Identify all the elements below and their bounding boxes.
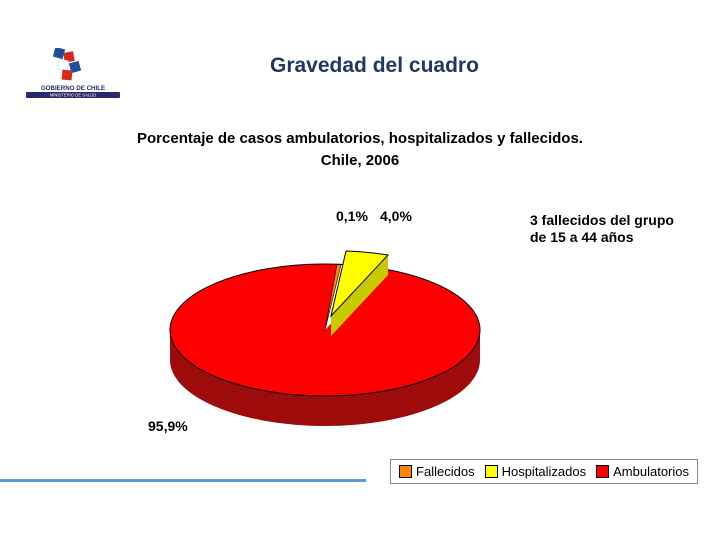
footer-divider xyxy=(0,479,366,482)
legend-label: Ambulatorios xyxy=(613,464,689,479)
chart-annotation: 3 fallecidos del grupo de 15 a 44 años xyxy=(530,212,674,246)
legend-item: Hospitalizados xyxy=(485,464,587,479)
legend-item: Fallecidos xyxy=(399,464,475,479)
annotation-line2: de 15 a 44 años xyxy=(530,229,634,245)
legend-swatch xyxy=(596,465,609,478)
chart-legend: Fallecidos Hospitalizados Ambulatorios xyxy=(390,459,698,484)
legend-swatch xyxy=(485,465,498,478)
gov-logo: GOBIERNO DE CHILE MINISTERIO DE SALUD xyxy=(18,48,128,100)
legend-label: Hospitalizados xyxy=(502,464,587,479)
pie-label-fallecidos: 0,1% xyxy=(336,208,368,224)
legend-swatch xyxy=(399,465,412,478)
chart-title-line1: Porcentaje de casos ambulatorios, hospit… xyxy=(0,130,720,147)
pie-chart xyxy=(140,210,510,440)
pie-label-hospitalizados: 4,0% xyxy=(380,208,412,224)
annotation-line1: 3 fallecidos del grupo xyxy=(530,212,674,228)
pie-label-ambulatorios: 95,9% xyxy=(148,418,188,434)
chart-title-line2: Chile, 2006 xyxy=(0,152,720,169)
legend-label: Fallecidos xyxy=(416,464,475,479)
logo-text-1: GOBIERNO DE CHILE xyxy=(41,85,105,92)
logo-text-2: MINISTERIO DE SALUD xyxy=(50,93,97,98)
slide-title: Gravedad del cuadro xyxy=(270,54,479,78)
legend-item: Ambulatorios xyxy=(596,464,689,479)
